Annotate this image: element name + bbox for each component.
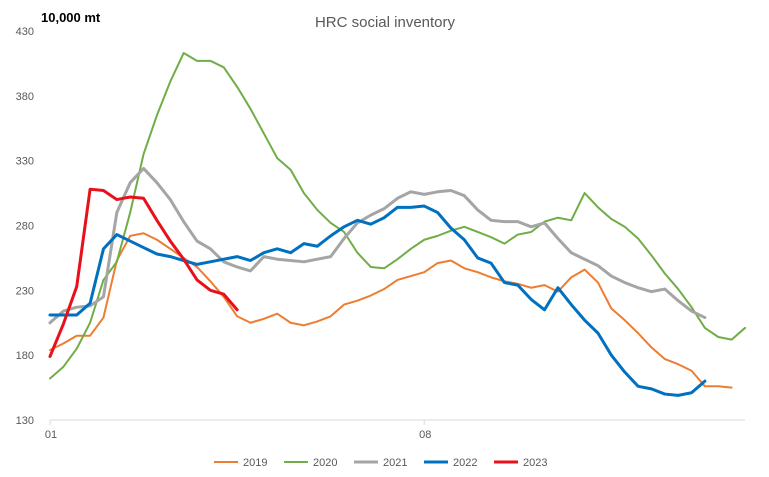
series-line-2019	[49, 232, 733, 389]
y-tick-label: 430	[16, 26, 34, 38]
y-axis-unit-label: 10,000 mt	[41, 10, 101, 25]
legend: 2019 2020 2021 2022 2023	[214, 457, 547, 469]
series-line-2020	[49, 52, 746, 380]
x-tick-label: 01	[45, 429, 57, 441]
y-tick-label: 130	[16, 415, 34, 427]
legend-label-2019: 2019	[243, 457, 267, 469]
series-line-2022	[48, 204, 707, 397]
legend-label-2020: 2020	[313, 457, 337, 469]
legend-label-2021: 2021	[383, 457, 407, 469]
y-tick-label: 330	[16, 156, 34, 168]
legend-label-2022: 2022	[453, 457, 477, 469]
y-tick-label: 380	[16, 91, 34, 103]
y-tick-label: 180	[16, 350, 34, 362]
y-tick-label: 280	[16, 221, 34, 233]
series-line-2023	[48, 187, 239, 358]
y-axis-ticks: 130 180 230 280 330 380 430	[16, 26, 34, 427]
legend-label-2023: 2023	[523, 457, 547, 469]
y-tick-label: 230	[16, 285, 34, 297]
series-lines	[48, 52, 746, 397]
series-line-2021	[48, 166, 707, 325]
chart-title: HRC social inventory	[315, 14, 456, 31]
x-tick-label: 08	[419, 429, 431, 441]
x-axis-ticks: 01 08	[45, 420, 431, 441]
